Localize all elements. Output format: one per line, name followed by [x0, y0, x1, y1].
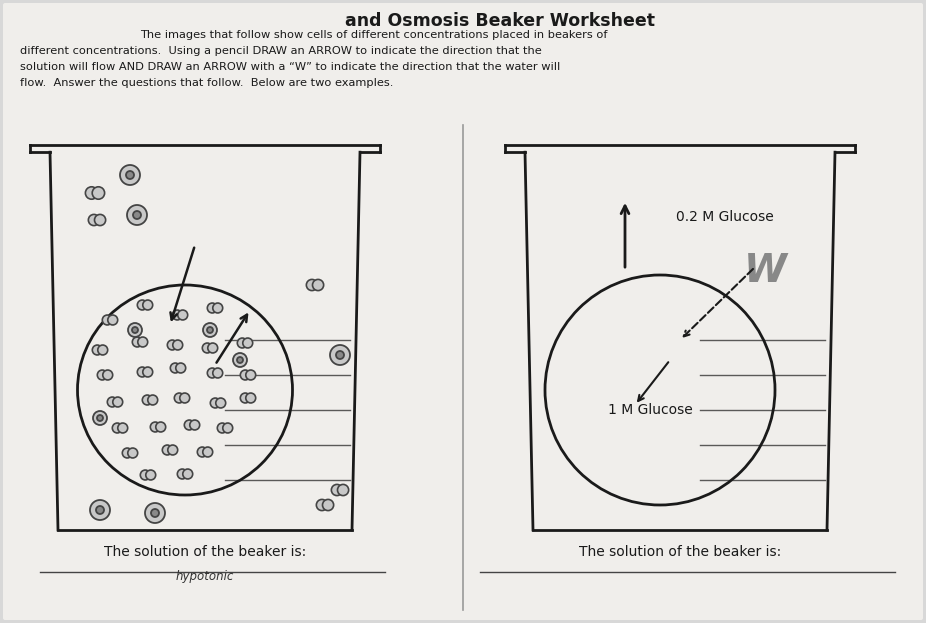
Circle shape: [162, 445, 172, 455]
Circle shape: [207, 327, 213, 333]
Text: solution will flow AND DRAW an ARROW with a “W” to indicate the direction that t: solution will flow AND DRAW an ARROW wit…: [20, 62, 560, 72]
Circle shape: [98, 345, 107, 355]
Circle shape: [151, 509, 159, 517]
Circle shape: [103, 370, 113, 380]
Circle shape: [156, 422, 166, 432]
Text: flow.  Answer the questions that follow.  Below are two examples.: flow. Answer the questions that follow. …: [20, 78, 394, 88]
Circle shape: [245, 370, 256, 380]
Circle shape: [120, 165, 140, 185]
Circle shape: [93, 411, 107, 425]
Circle shape: [143, 300, 153, 310]
Circle shape: [174, 393, 184, 403]
Circle shape: [245, 393, 256, 403]
Circle shape: [90, 500, 110, 520]
Text: 1 M Glucose: 1 M Glucose: [607, 403, 693, 417]
Circle shape: [93, 187, 105, 199]
Circle shape: [127, 205, 147, 225]
Circle shape: [128, 448, 138, 458]
Text: different concentrations.  Using a pencil DRAW an ARROW to indicate the directio: different concentrations. Using a pencil…: [20, 46, 542, 56]
Circle shape: [241, 370, 250, 380]
Circle shape: [182, 469, 193, 479]
Circle shape: [88, 214, 99, 226]
Circle shape: [178, 310, 188, 320]
Circle shape: [207, 368, 218, 378]
Circle shape: [202, 343, 212, 353]
Text: W: W: [744, 252, 786, 290]
Circle shape: [317, 500, 328, 511]
Circle shape: [213, 303, 222, 313]
Circle shape: [322, 500, 333, 511]
Circle shape: [168, 340, 177, 350]
Circle shape: [133, 211, 141, 219]
Circle shape: [172, 310, 182, 320]
Circle shape: [137, 367, 147, 377]
Text: The solution of the beaker is:: The solution of the beaker is:: [104, 545, 307, 559]
Circle shape: [170, 363, 181, 373]
Circle shape: [210, 398, 220, 408]
Circle shape: [336, 351, 344, 359]
Circle shape: [132, 337, 143, 347]
Circle shape: [112, 423, 122, 433]
FancyBboxPatch shape: [3, 3, 923, 620]
Text: The images that follow show cells of different concentrations placed in beakers : The images that follow show cells of dif…: [140, 30, 607, 40]
Text: and Osmosis Beaker Worksheet: and Osmosis Beaker Worksheet: [345, 12, 655, 30]
Text: The solution of the beaker is:: The solution of the beaker is:: [579, 545, 782, 559]
Circle shape: [128, 323, 142, 337]
Circle shape: [122, 448, 132, 458]
Circle shape: [96, 506, 104, 514]
Circle shape: [330, 345, 350, 365]
Circle shape: [126, 171, 134, 179]
Circle shape: [223, 423, 232, 433]
Circle shape: [216, 398, 226, 408]
Circle shape: [97, 370, 107, 380]
Circle shape: [107, 315, 118, 325]
Circle shape: [143, 395, 152, 405]
Circle shape: [94, 214, 106, 226]
Circle shape: [93, 345, 102, 355]
Circle shape: [173, 340, 182, 350]
Circle shape: [141, 470, 150, 480]
Circle shape: [177, 469, 187, 479]
Circle shape: [85, 187, 98, 199]
Circle shape: [218, 423, 227, 433]
Circle shape: [213, 368, 222, 378]
Circle shape: [237, 338, 247, 348]
Circle shape: [203, 323, 217, 337]
Circle shape: [107, 397, 118, 407]
Circle shape: [243, 338, 253, 348]
Circle shape: [190, 420, 200, 430]
Circle shape: [237, 357, 243, 363]
Circle shape: [113, 397, 122, 407]
Circle shape: [312, 280, 324, 290]
Text: 0.2 M Glucose: 0.2 M Glucose: [676, 210, 774, 224]
Circle shape: [337, 485, 349, 495]
Circle shape: [97, 415, 103, 421]
Circle shape: [207, 343, 218, 353]
Circle shape: [168, 445, 178, 455]
Circle shape: [143, 367, 153, 377]
Circle shape: [138, 337, 147, 347]
Circle shape: [148, 395, 157, 405]
Circle shape: [137, 300, 147, 310]
Circle shape: [203, 447, 213, 457]
Circle shape: [184, 420, 194, 430]
Circle shape: [197, 447, 207, 457]
Circle shape: [233, 353, 247, 367]
Circle shape: [180, 393, 190, 403]
Circle shape: [132, 327, 138, 333]
Circle shape: [176, 363, 186, 373]
Circle shape: [207, 303, 218, 313]
Circle shape: [307, 280, 318, 290]
Circle shape: [118, 423, 128, 433]
Circle shape: [150, 422, 160, 432]
Circle shape: [241, 393, 250, 403]
Text: hypotonic: hypotonic: [176, 570, 234, 583]
Circle shape: [145, 503, 165, 523]
Circle shape: [332, 485, 343, 495]
Circle shape: [102, 315, 112, 325]
Circle shape: [145, 470, 156, 480]
